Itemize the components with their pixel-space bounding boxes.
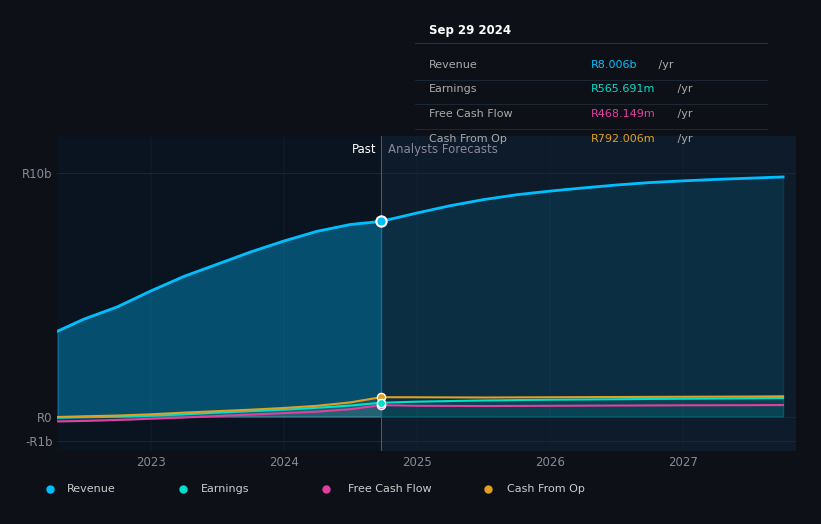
Text: R565.691m: R565.691m [591, 84, 655, 94]
Text: Cash From Op: Cash From Op [429, 134, 507, 144]
Text: Earnings: Earnings [429, 84, 477, 94]
Text: /yr: /yr [674, 134, 692, 144]
Text: Cash From Op: Cash From Op [507, 484, 585, 494]
Text: /yr: /yr [674, 84, 692, 94]
Text: Revenue: Revenue [429, 60, 478, 70]
Text: /yr: /yr [674, 109, 692, 119]
Bar [57, 136, 381, 451]
Text: Sep 29 2024: Sep 29 2024 [429, 24, 511, 37]
Text: Revenue: Revenue [67, 484, 116, 494]
Text: Analysts Forecasts: Analysts Forecasts [388, 143, 498, 156]
Text: R792.006m: R792.006m [591, 134, 656, 144]
Point [374, 399, 388, 407]
Text: Free Cash Flow: Free Cash Flow [429, 109, 512, 119]
Point [374, 217, 388, 226]
Text: R468.149m: R468.149m [591, 109, 656, 119]
Point [374, 393, 388, 401]
Text: Free Cash Flow: Free Cash Flow [348, 484, 432, 494]
Text: Earnings: Earnings [201, 484, 250, 494]
Point [374, 401, 388, 409]
Text: Past: Past [352, 143, 377, 156]
Text: /yr: /yr [655, 60, 674, 70]
Text: R8.006b: R8.006b [591, 60, 638, 70]
